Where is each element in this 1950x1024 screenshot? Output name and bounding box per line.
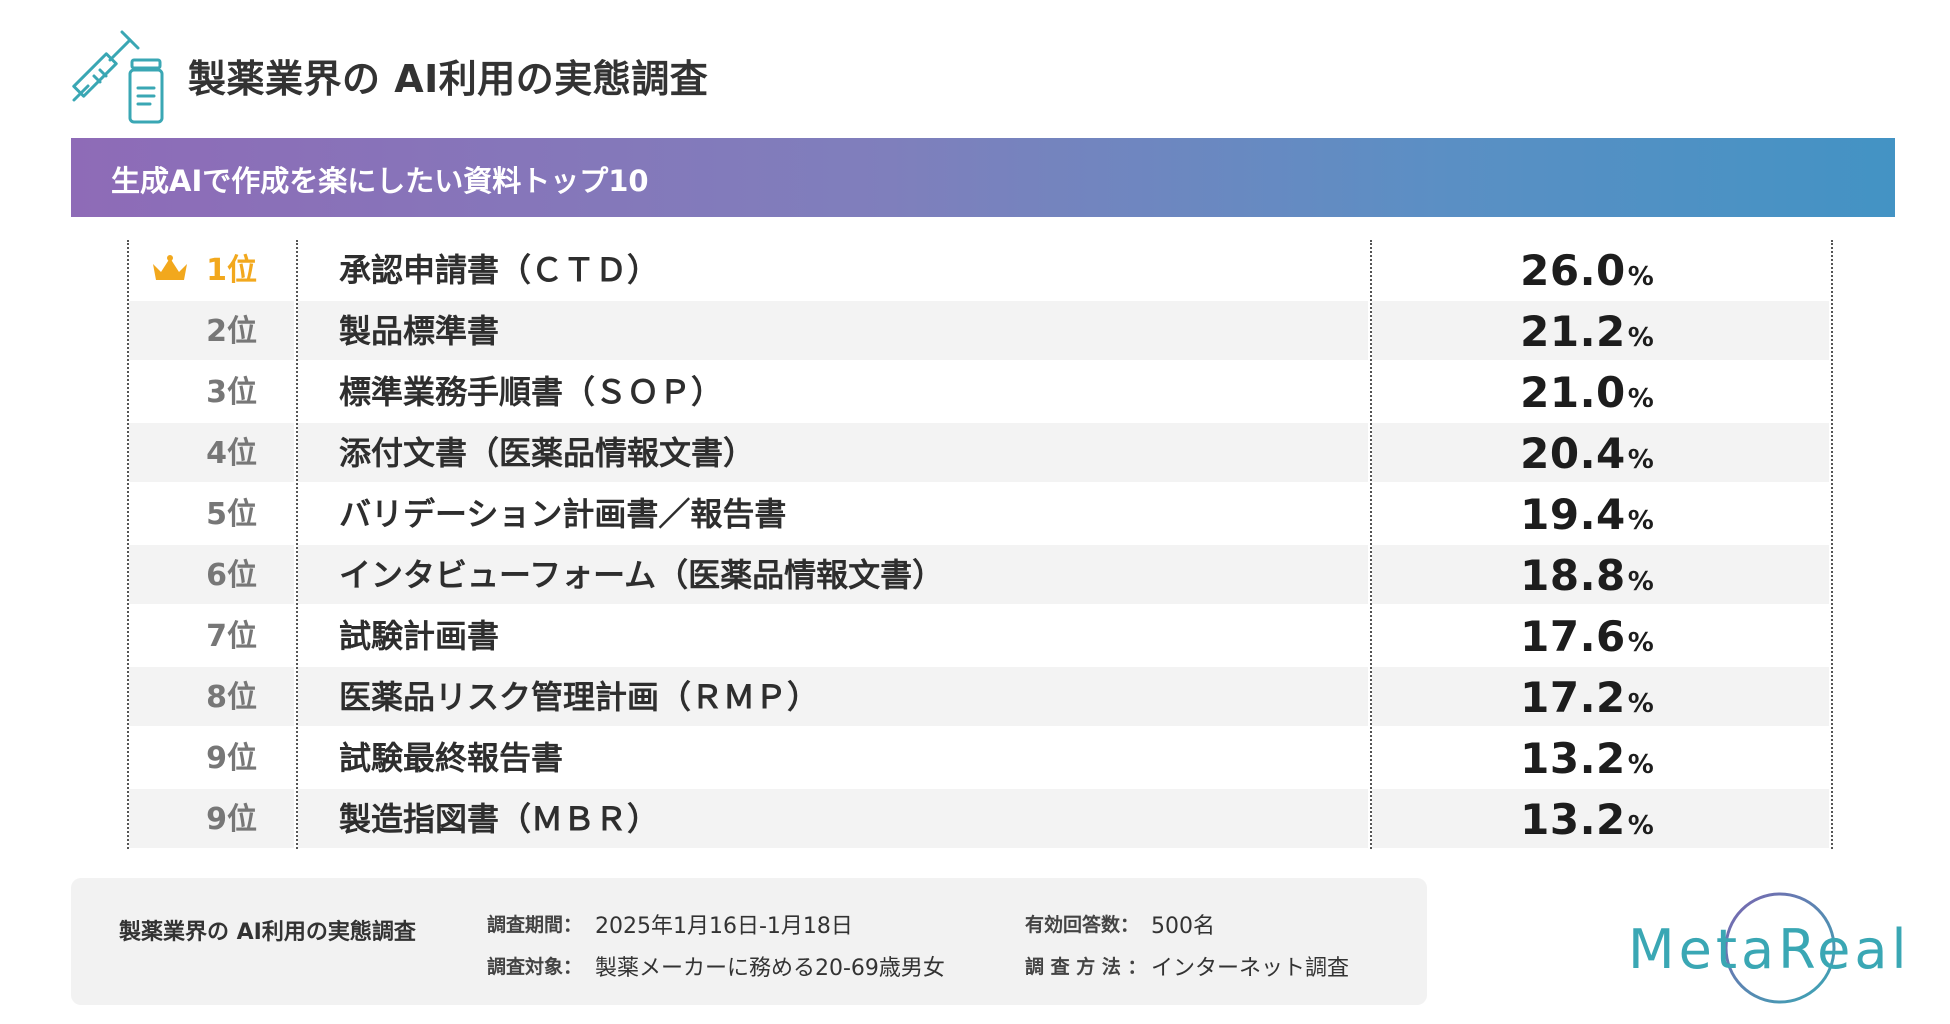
item-label: 承認申請書（ＣＴＤ） xyxy=(339,251,660,289)
value-number: 13.2 xyxy=(1520,734,1626,783)
value-label: 21.0% xyxy=(1377,362,1797,423)
value-label: 17.6% xyxy=(1377,606,1797,667)
divider-line xyxy=(127,240,129,849)
row-background xyxy=(298,301,1368,360)
value-number: 20.4 xyxy=(1520,429,1626,478)
table-row: 2位 製品標準書 21.2% xyxy=(127,301,1833,362)
value-number: 21.2 xyxy=(1520,307,1626,356)
method-label: 調 査 方 法 ： xyxy=(1025,956,1147,978)
table-row: 3位 標準業務手順書（ＳＯＰ） 21.0% xyxy=(127,362,1833,423)
value-unit: % xyxy=(1627,506,1654,536)
table-row: 6位 インタビューフォーム（医薬品情報文書） 18.8% xyxy=(127,545,1833,606)
rank-label: 1位 xyxy=(206,253,257,288)
item-label: 試験計画書 xyxy=(339,617,500,655)
divider-line xyxy=(1831,240,1833,849)
rank-label: 5位 xyxy=(206,497,257,532)
rank-label: 4位 xyxy=(206,436,257,471)
row-background xyxy=(1372,301,1829,360)
rank-label: 3位 xyxy=(206,375,257,410)
rank-label: 9位 xyxy=(206,741,257,776)
period-value: 2025年1月16日-1月18日 xyxy=(595,914,853,939)
value-unit: % xyxy=(1627,384,1654,414)
row-background xyxy=(129,667,294,726)
logo-ring-icon xyxy=(1724,892,1836,1004)
period-label: 調査期間： xyxy=(487,914,583,936)
logo-text: MetaReal xyxy=(1628,918,1911,981)
divider-line xyxy=(296,240,298,849)
target-value: 製薬メーカーに務める20-69歳男女 xyxy=(595,956,945,981)
method-value: インターネット調査 xyxy=(1151,956,1350,981)
row-background xyxy=(1372,545,1829,604)
value-label: 13.2% xyxy=(1377,789,1797,850)
rank-label: 9位 xyxy=(206,802,257,837)
ranking-table: 1位 承認申請書（ＣＴＤ） 26.0% 2位 製品標準書 21.2% 3位 標準業務手順書（Ｓ… xyxy=(127,240,1833,849)
crown-icon xyxy=(153,255,187,280)
row-background xyxy=(298,545,1368,604)
brand-logo: MetaReal xyxy=(1620,890,1920,1010)
banner-title: 生成AIで作成を楽にしたい資料トップ10 xyxy=(111,164,649,198)
table-row: 1位 承認申請書（ＣＴＤ） 26.0% xyxy=(127,240,1833,301)
value-unit: % xyxy=(1627,262,1654,292)
value-number: 18.8 xyxy=(1520,551,1626,600)
value-number: 17.2 xyxy=(1520,673,1626,722)
table-row: 4位 添付文書（医薬品情報文書） 20.4% xyxy=(127,423,1833,484)
responses-value: 500名 xyxy=(1151,914,1215,939)
item-label: 標準業務手順書（ＳＯＰ） xyxy=(339,373,724,411)
survey-name: 製薬業界の AI利用の実態調査 xyxy=(119,920,416,945)
table-row: 8位 医薬品リスク管理計画（ＲＭＰ） 17.2% xyxy=(127,667,1833,728)
rank-label: 6位 xyxy=(206,558,257,593)
table-row: 5位 バリデーション計画書／報告書 19.4% xyxy=(127,484,1833,545)
value-unit: % xyxy=(1627,628,1654,658)
syringe-vial-icon xyxy=(72,30,164,124)
rank-label: 8位 xyxy=(206,680,257,715)
item-label: 試験最終報告書 xyxy=(339,739,564,777)
row-background xyxy=(1372,423,1829,482)
value-label: 21.2% xyxy=(1377,301,1797,362)
value-unit: % xyxy=(1627,567,1654,597)
value-label: 20.4% xyxy=(1377,423,1797,484)
row-background xyxy=(1372,667,1829,726)
item-label: 添付文書（医薬品情報文書） xyxy=(339,434,756,472)
page-title: 製薬業界の AI利用の実態調査 xyxy=(188,57,709,101)
value-number: 17.6 xyxy=(1520,612,1626,661)
responses-label: 有効回答数： xyxy=(1025,914,1140,936)
item-label: バリデーション計画書／報告書 xyxy=(339,495,787,533)
row-background xyxy=(298,423,1368,482)
value-label: 17.2% xyxy=(1377,667,1797,728)
row-background xyxy=(1372,789,1829,848)
row-background xyxy=(129,545,294,604)
page-header: 製薬業界の AI利用の実態調査 xyxy=(70,18,1070,128)
table-row: 9位 製造指図書（ＭＢＲ） 13.2% xyxy=(127,789,1833,850)
row-background xyxy=(298,789,1368,848)
item-label: 製造指図書（ＭＢＲ） xyxy=(339,800,660,838)
item-label: インタビューフォーム（医薬品情報文書） xyxy=(339,556,945,594)
divider-line xyxy=(1370,240,1372,849)
table-row: 9位 試験最終報告書 13.2% xyxy=(127,728,1833,789)
value-number: 26.0 xyxy=(1520,246,1626,295)
row-background xyxy=(129,789,294,848)
section-banner: 生成AIで作成を楽にしたい資料トップ10 xyxy=(71,138,1895,217)
value-unit: % xyxy=(1627,750,1654,780)
item-label: 製品標準書 xyxy=(339,312,500,350)
value-unit: % xyxy=(1627,445,1654,475)
row-background xyxy=(129,301,294,360)
value-unit: % xyxy=(1627,689,1654,719)
row-background xyxy=(129,423,294,482)
value-number: 13.2 xyxy=(1520,795,1626,844)
value-label: 19.4% xyxy=(1377,484,1797,545)
table-row: 7位 試験計画書 17.6% xyxy=(127,606,1833,667)
rank-label: 2位 xyxy=(206,314,257,349)
value-label: 18.8% xyxy=(1377,545,1797,606)
rank-label: 7位 xyxy=(206,619,257,654)
value-unit: % xyxy=(1627,811,1654,841)
item-label: 医薬品リスク管理計画（ＲＭＰ） xyxy=(339,678,820,716)
target-label: 調査対象： xyxy=(487,956,583,978)
survey-info-panel: 製薬業界の AI利用の実態調査 調査期間： 2025年1月16日-1月18日 調… xyxy=(71,878,1427,1005)
value-label: 26.0% xyxy=(1377,240,1797,301)
value-unit: % xyxy=(1627,323,1654,353)
value-number: 19.4 xyxy=(1520,490,1626,539)
row-background xyxy=(298,667,1368,726)
value-label: 13.2% xyxy=(1377,728,1797,789)
value-number: 21.0 xyxy=(1520,368,1626,417)
